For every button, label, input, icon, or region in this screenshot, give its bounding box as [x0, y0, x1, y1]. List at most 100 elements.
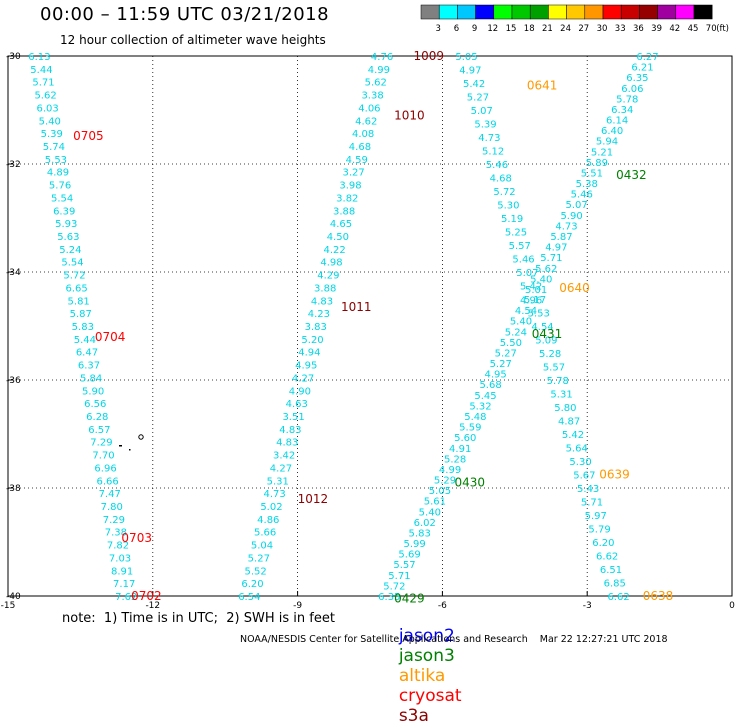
wave-height-point: 5.51: [581, 168, 603, 179]
pass-time-label: 1011: [341, 300, 372, 314]
island-marker: [119, 445, 122, 447]
wave-height-point: 5.71: [540, 253, 562, 264]
wave-height-point: 5.05: [455, 52, 477, 63]
wave-height-point: 5.48: [464, 412, 486, 423]
wave-height-point: 5.12: [482, 147, 504, 158]
wave-height-point: 5.74: [43, 142, 65, 153]
wave-height-point: 5.87: [70, 309, 92, 320]
x-tick-label: -9: [293, 601, 302, 611]
wave-height-point: 7.62: [115, 592, 137, 603]
wave-height-point: 5.62: [34, 91, 56, 102]
wave-height-point: 5.64: [566, 444, 588, 455]
plot-area: -15 -12 -9 -6 -3 0-30-32-34-36-38-40 6.135.44…: [1, 49, 735, 611]
wave-height-point: 3.98: [339, 181, 361, 192]
wave-height-point: 6.34: [611, 105, 633, 116]
wave-height-point: 3.88: [333, 206, 355, 217]
wave-height-point: 6.47: [76, 348, 98, 359]
wave-height-point: 4.94: [298, 348, 320, 359]
wave-height-point: 4.73: [478, 133, 500, 144]
wave-height-point: 6.65: [65, 283, 87, 294]
wave-height-point: 6.40: [601, 126, 623, 137]
wave-height-point: 5.54: [61, 258, 83, 269]
wave-height-point: 5.29: [434, 476, 456, 487]
wave-height-point: 6.14: [606, 116, 628, 127]
wave-height-point: 5.81: [68, 296, 90, 307]
wave-height-point: 7.29: [103, 515, 125, 526]
wave-height-point: 6.35: [626, 73, 648, 84]
wave-height-point: 4.90: [289, 386, 311, 397]
pass-time-label: 0705: [73, 129, 104, 143]
wave-height-point: 6.27: [636, 52, 658, 63]
wave-height-point: 5.90: [82, 386, 104, 397]
wave-height-point: 5.31: [267, 476, 289, 487]
wave-height-point: 5.71: [581, 498, 603, 509]
wave-height-point: 5.68: [479, 380, 501, 391]
wave-height-point: 6.96: [94, 463, 116, 474]
wave-height-point: 7.70: [92, 451, 114, 462]
wave-height-point: 4.87: [558, 417, 580, 428]
wave-height-point: 4.76: [371, 52, 393, 63]
wave-height-point: 5.57: [509, 241, 531, 252]
wave-height-point: 5.52: [245, 566, 267, 577]
wave-height-point: 5.42: [562, 430, 584, 441]
wave-height-point: 5.50: [500, 338, 522, 349]
wave-height-point: 4.96: [520, 296, 542, 307]
wave-height-point: 5.44: [30, 65, 52, 76]
wave-height-point: 5.27: [467, 93, 489, 104]
wave-height-point: 5.24: [59, 245, 81, 256]
colorbar-label: 15: [506, 24, 517, 34]
wave-height-point: 5.28: [444, 454, 466, 465]
wave-height-point: 5.46: [571, 190, 593, 201]
colorbar-label: 18: [524, 24, 535, 34]
colorbar-label: 27: [578, 24, 589, 34]
wave-height-point: 5.72: [493, 187, 515, 198]
y-tick-label: -38: [6, 484, 21, 494]
colorbar-swatch: [693, 4, 713, 20]
wave-height-point: 5.57: [543, 363, 565, 374]
wave-height-point: 7.38: [105, 528, 127, 539]
wave-height-point: 6.54: [238, 592, 260, 603]
wave-height-point: 5.71: [388, 571, 410, 582]
wave-height-point: 5.05: [429, 486, 451, 497]
wave-height-point: 5.78: [547, 376, 569, 387]
wave-height-point: 6.39: [53, 206, 75, 217]
wave-height-point: 4.83: [279, 425, 301, 436]
wave-height-point: 5.40: [39, 116, 61, 127]
wave-height-point: 4.23: [308, 309, 330, 320]
wave-height-point: 6.57: [88, 425, 110, 436]
wave-height-point: 5.40: [510, 317, 532, 328]
wave-height-point: 6.28: [86, 412, 108, 423]
wave-height-point: 5.83: [72, 322, 94, 333]
wave-height-point: 5.30: [569, 457, 591, 468]
wave-height-point: 3.88: [314, 283, 336, 294]
colorbar-label: 30: [597, 24, 608, 34]
colorbar-label: 70: [706, 24, 717, 34]
colorbar-label: 45: [688, 24, 699, 34]
wave-height-point: 5.28: [539, 349, 561, 360]
wave-height-point: 5.72: [383, 581, 405, 592]
wave-height-point: 6.62: [596, 552, 618, 563]
wave-height-point: 4.68: [349, 142, 371, 153]
wave-height-point: 5.97: [585, 511, 607, 522]
wave-height-point: 4.50: [327, 232, 349, 243]
pass-time-label: 0641: [527, 79, 558, 93]
wave-height-point: 7.03: [109, 553, 131, 564]
pass-time-label: 0704: [95, 330, 126, 344]
wave-height-point: 5.25: [505, 228, 527, 239]
y-tick-label: -32: [6, 160, 21, 170]
wave-height-point: 5.94: [596, 137, 618, 148]
wave-height-point: 5.71: [32, 78, 54, 89]
wave-height-point: 8.91: [111, 566, 133, 577]
wave-height-point: 4.63: [286, 399, 308, 410]
wave-height-point: 5.87: [550, 232, 572, 243]
wave-height-point: 3.82: [336, 193, 358, 204]
wave-height-point: 5.59: [459, 423, 481, 434]
wave-height-point: 5.21: [591, 147, 613, 158]
wave-height-point: 7.47: [99, 489, 121, 500]
x-tick-label: -3: [583, 601, 592, 611]
wave-height-point: 4.83: [276, 438, 298, 449]
wave-height-point: 5.09: [535, 336, 557, 347]
wave-height-point: 3.51: [282, 412, 304, 423]
wave-height-point: 5.20: [301, 335, 323, 346]
wave-height-point: 4.97: [545, 243, 567, 254]
